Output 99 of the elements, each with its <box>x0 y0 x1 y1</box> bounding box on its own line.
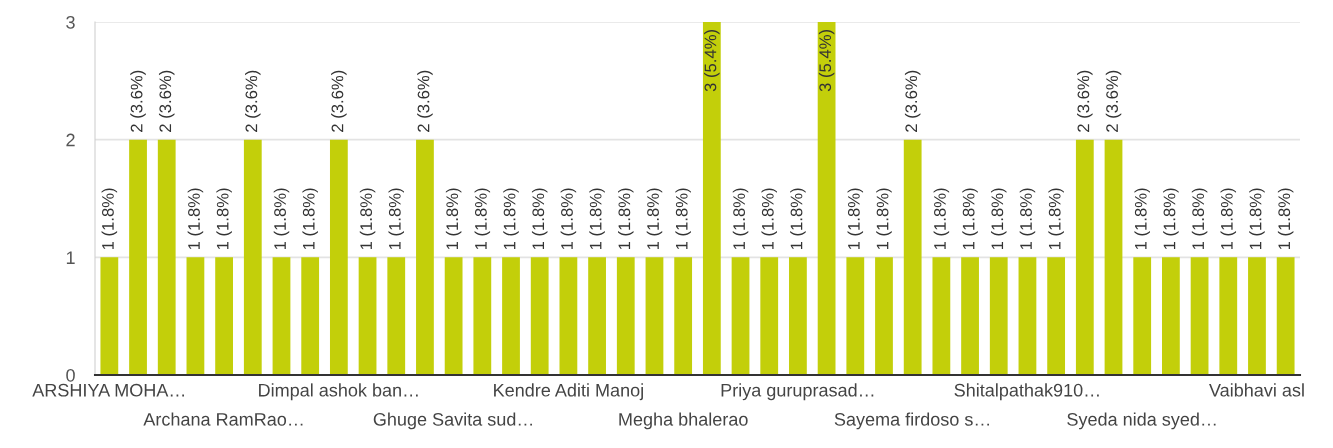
y-tick-label: 2 <box>66 133 75 147</box>
data-label: 1 (1.8%) <box>1134 188 1150 250</box>
bar <box>530 257 549 375</box>
bar <box>243 139 262 375</box>
data-label: 2 (3.6%) <box>158 70 175 132</box>
bar <box>1075 139 1094 375</box>
x-tick-label: ARSHIYA MOHA… <box>32 383 184 397</box>
data-label: 2 (3.6%) <box>245 70 261 132</box>
data-label: 1 (1.8%) <box>732 188 749 250</box>
data-label: 1 (1.8%) <box>1019 188 1036 250</box>
bar <box>502 257 520 375</box>
data-label: 1 (1.8%) <box>646 188 663 250</box>
y-tick-label: 3 <box>66 15 75 29</box>
x-tick-label: Dimpal ashok ban… <box>259 383 418 401</box>
data-label: 3 (5.4%) <box>818 29 835 92</box>
bar <box>702 22 721 375</box>
data-label: 1 (1.8%) <box>1220 188 1237 250</box>
bar <box>674 257 693 375</box>
data-label: 1 (1.8%) <box>1249 188 1265 250</box>
bar <box>215 257 233 375</box>
data-label: 1 (1.8%) <box>273 188 290 250</box>
bar <box>129 139 147 375</box>
y-tick-label: 1 <box>66 251 75 264</box>
data-label: 3 (5.4%) <box>704 29 720 92</box>
bar <box>1190 257 1209 375</box>
x-tick-label: Megha bhalerao <box>619 412 748 430</box>
data-label: 1 (1.8%) <box>675 188 691 250</box>
bar <box>616 257 635 375</box>
bar <box>301 257 320 375</box>
bar <box>760 257 779 375</box>
data-label: 1 (1.8%) <box>790 188 806 250</box>
bar <box>645 257 664 375</box>
data-label: 2 (3.6%) <box>331 70 347 132</box>
data-label: 2 (3.6%) <box>130 70 146 132</box>
bar <box>789 257 807 375</box>
data-label: 1 (1.8%) <box>101 188 118 250</box>
bar <box>473 257 492 375</box>
bar <box>416 139 434 375</box>
data-label: 2 (3.6%) <box>1077 70 1093 132</box>
data-label: 1 (1.8%) <box>933 188 950 250</box>
data-label: 1 (1.8%) <box>990 188 1007 250</box>
y-tick-label: 0 <box>66 368 75 382</box>
bar <box>932 257 951 375</box>
data-label: 1 (1.8%) <box>761 188 777 250</box>
bar <box>989 257 1008 375</box>
data-label: 1 (1.8%) <box>474 188 491 250</box>
bar <box>1219 257 1238 375</box>
data-label: 2 (3.6%) <box>904 70 921 132</box>
bar <box>1162 257 1180 375</box>
bar <box>903 139 922 375</box>
x-tick-label: Vaibhavi asl <box>1209 383 1304 397</box>
x-tick-label: Priya guruprasad… <box>721 383 874 401</box>
data-label: 1 (1.8%) <box>1048 188 1064 250</box>
bar <box>186 257 205 375</box>
bar <box>1133 257 1152 375</box>
x-tick-label: Syeda nida syed… <box>1067 412 1216 430</box>
bar <box>1018 257 1037 375</box>
data-label: 2 (3.6%) <box>417 70 433 132</box>
data-label: 1 (1.8%) <box>503 188 519 250</box>
bar <box>387 257 406 375</box>
bar <box>444 257 463 375</box>
data-label: 1 (1.8%) <box>1163 188 1179 250</box>
data-label: 1 (1.8%) <box>589 188 605 250</box>
bar <box>157 139 176 375</box>
data-label: 1 (1.8%) <box>359 188 376 250</box>
bar <box>846 257 865 375</box>
data-label: 1 (1.8%) <box>560 188 577 250</box>
bar <box>272 257 291 375</box>
data-label: 2 (3.6%) <box>1105 70 1122 132</box>
data-label: 1 (1.8%) <box>445 188 462 250</box>
bar <box>588 257 606 375</box>
bar <box>559 257 578 375</box>
bar <box>961 257 979 375</box>
bar <box>100 257 119 375</box>
x-tick-label: Kendre Aditi Manoj <box>494 383 643 401</box>
bar <box>731 257 750 375</box>
data-label: 1 (1.8%) <box>1277 188 1294 250</box>
data-label: 1 (1.8%) <box>187 188 204 250</box>
data-label: 1 (1.8%) <box>531 188 548 250</box>
data-label: 1 (1.8%) <box>1191 188 1208 250</box>
data-label: 1 (1.8%) <box>847 188 864 250</box>
bar <box>817 22 836 375</box>
data-label: 1 (1.8%) <box>962 188 978 250</box>
bar <box>358 257 377 375</box>
bar <box>1104 139 1123 375</box>
data-label: 1 (1.8%) <box>216 188 232 250</box>
bar <box>1248 257 1266 375</box>
x-tick-label: Sayema firdoso s… <box>834 412 989 430</box>
x-tick-label: Ghuge Savita sud… <box>373 412 532 430</box>
bar <box>329 139 348 375</box>
data-label: 1 (1.8%) <box>618 188 634 250</box>
data-label: 1 (1.8%) <box>876 188 892 250</box>
bar <box>875 257 893 375</box>
bar <box>1047 257 1066 375</box>
x-tick-label: Shitalpathak910… <box>954 383 1099 401</box>
bar <box>1276 257 1295 375</box>
x-tick-label: Archana RamRao… <box>143 412 303 426</box>
data-label: 1 (1.8%) <box>388 188 405 250</box>
data-label: 1 (1.8%) <box>302 188 318 250</box>
